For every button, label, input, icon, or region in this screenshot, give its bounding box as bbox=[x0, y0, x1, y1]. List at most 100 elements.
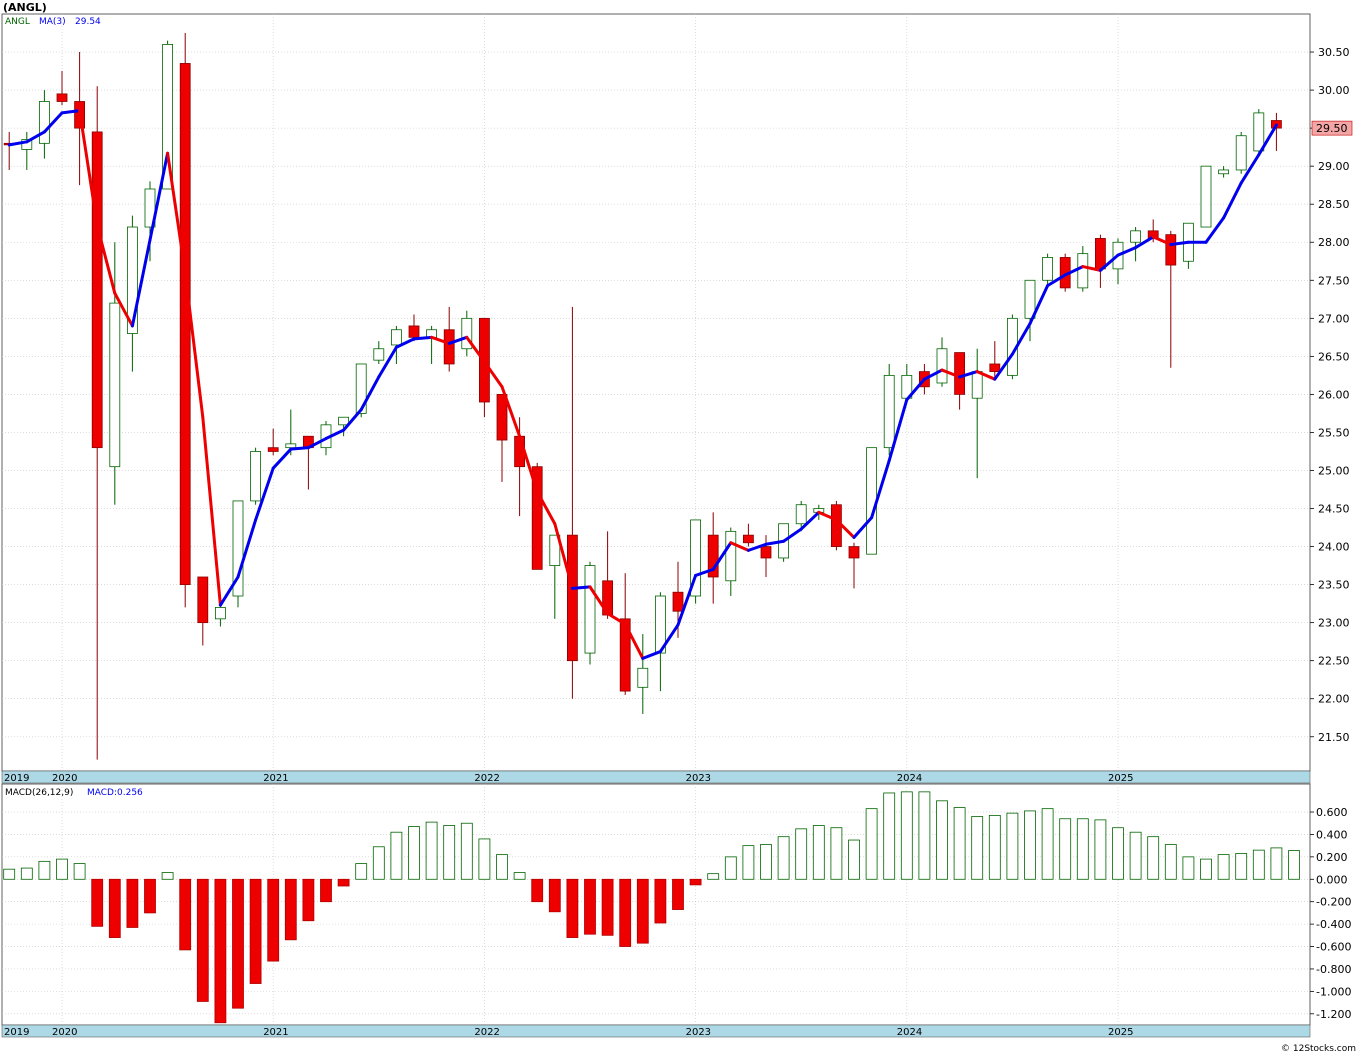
ma-segment bbox=[1028, 284, 1050, 326]
price-y-tick-label: 27.50 bbox=[1318, 274, 1350, 287]
candle bbox=[56, 71, 68, 106]
ma-segment bbox=[42, 111, 64, 134]
candle bbox=[883, 363, 895, 456]
candle-body bbox=[338, 416, 350, 426]
macd-bar bbox=[812, 825, 825, 880]
candle bbox=[1024, 279, 1036, 342]
candle bbox=[549, 534, 561, 619]
macd-bar bbox=[830, 827, 843, 880]
ma-segment bbox=[1046, 273, 1067, 288]
ma-segment bbox=[676, 573, 698, 627]
price-y-tick-label: 23.50 bbox=[1318, 579, 1350, 592]
macd-bar bbox=[232, 878, 244, 1009]
macd-bar bbox=[636, 878, 649, 944]
macd-bar bbox=[548, 878, 561, 913]
ma-segment bbox=[500, 385, 522, 438]
macd-bar bbox=[742, 845, 755, 880]
ma-segment bbox=[588, 585, 610, 616]
ma-segment bbox=[236, 518, 258, 579]
price-panel-frame bbox=[1, 13, 1311, 772]
ma-segment bbox=[342, 408, 363, 432]
candle bbox=[39, 90, 50, 159]
price-y-axis: 21.50 22.00 22.50 23.00 23.50 24.00 24.50 25.00… bbox=[1310, 46, 1350, 744]
candle-body bbox=[795, 504, 807, 525]
ma-segment bbox=[183, 271, 205, 419]
candle-body bbox=[355, 363, 367, 414]
ma-segment bbox=[606, 612, 627, 626]
candle-body bbox=[390, 329, 402, 346]
last-price-box bbox=[1311, 120, 1353, 136]
ma-segment bbox=[570, 585, 592, 590]
macd-y-tick-label: 0.200 bbox=[1316, 851, 1348, 864]
ma-segment bbox=[25, 130, 46, 144]
ma-segment bbox=[166, 151, 187, 275]
macd-bar bbox=[1270, 847, 1283, 880]
ma-segment bbox=[1010, 322, 1032, 356]
candle-body bbox=[1253, 112, 1265, 152]
macd-bar bbox=[443, 825, 456, 880]
candle bbox=[725, 527, 737, 597]
ma-segment bbox=[289, 446, 310, 451]
macd-bar bbox=[724, 856, 737, 880]
candle-body bbox=[883, 374, 895, 449]
macd-bar bbox=[883, 792, 896, 880]
macd-bar bbox=[144, 878, 156, 914]
ma-segment bbox=[148, 151, 170, 242]
macd-bar bbox=[355, 863, 368, 880]
macd-bar bbox=[1024, 810, 1036, 880]
candle-body bbox=[725, 530, 737, 582]
macd-y-tick-label: 0.600 bbox=[1316, 806, 1348, 819]
ma-segment bbox=[817, 510, 838, 522]
candle-body bbox=[1130, 230, 1141, 243]
candle bbox=[1253, 109, 1265, 155]
macd-y-tick-label: 0.000 bbox=[1316, 873, 1348, 886]
macd-histogram bbox=[3, 791, 1300, 1024]
candlestick-series bbox=[3, 33, 1282, 760]
price-x-axis-bar bbox=[1, 770, 1311, 784]
price-year-label: 2020 bbox=[52, 773, 77, 784]
candle-body bbox=[672, 591, 684, 612]
candle-body bbox=[1024, 279, 1036, 319]
macd-bar bbox=[267, 878, 280, 962]
ma-segment bbox=[113, 291, 134, 328]
macd-bar bbox=[408, 826, 420, 880]
candle-body bbox=[936, 348, 948, 384]
price-y-tick-label: 24.00 bbox=[1318, 541, 1350, 554]
ma-segment bbox=[922, 368, 944, 381]
ma-segment bbox=[1239, 153, 1261, 185]
copyright-text: © 12Stocks.com bbox=[1281, 1044, 1356, 1054]
ma-segment bbox=[95, 224, 117, 295]
price-y-tick-label: 28.00 bbox=[1318, 236, 1350, 249]
candle bbox=[1130, 227, 1141, 262]
candle bbox=[1077, 246, 1089, 292]
macd-bar bbox=[1288, 850, 1300, 880]
ma-segment bbox=[711, 541, 733, 571]
candle-body bbox=[549, 534, 561, 566]
macd-bar bbox=[38, 860, 51, 880]
candle bbox=[637, 634, 649, 714]
macd-y-tick-label: -0.600 bbox=[1316, 941, 1351, 954]
ma-segment bbox=[852, 516, 874, 539]
macd-bar bbox=[126, 878, 139, 928]
macd-bar bbox=[777, 836, 790, 880]
candle-body bbox=[637, 667, 649, 688]
candle-body bbox=[1200, 165, 1212, 228]
price-year-label: 2022 bbox=[474, 773, 499, 784]
macd-bar bbox=[900, 791, 913, 880]
macd-bar bbox=[1129, 831, 1142, 880]
macd-bar bbox=[918, 791, 931, 880]
ma-segment bbox=[993, 352, 1014, 381]
macd-year-label: 2024 bbox=[897, 1027, 922, 1038]
macd-bar bbox=[73, 863, 86, 880]
macd-grid bbox=[2, 784, 1310, 1025]
candle bbox=[1218, 166, 1229, 178]
macd-bar bbox=[249, 878, 262, 984]
price-y-tick-label: 28.50 bbox=[1318, 198, 1350, 211]
moving-average-line bbox=[7, 109, 1278, 660]
candle-body bbox=[56, 93, 68, 102]
macd-bar bbox=[953, 807, 966, 880]
macd-legend-value: MACD:0.256 bbox=[87, 788, 143, 798]
ma-segment bbox=[553, 522, 574, 590]
macd-bar bbox=[320, 878, 332, 903]
